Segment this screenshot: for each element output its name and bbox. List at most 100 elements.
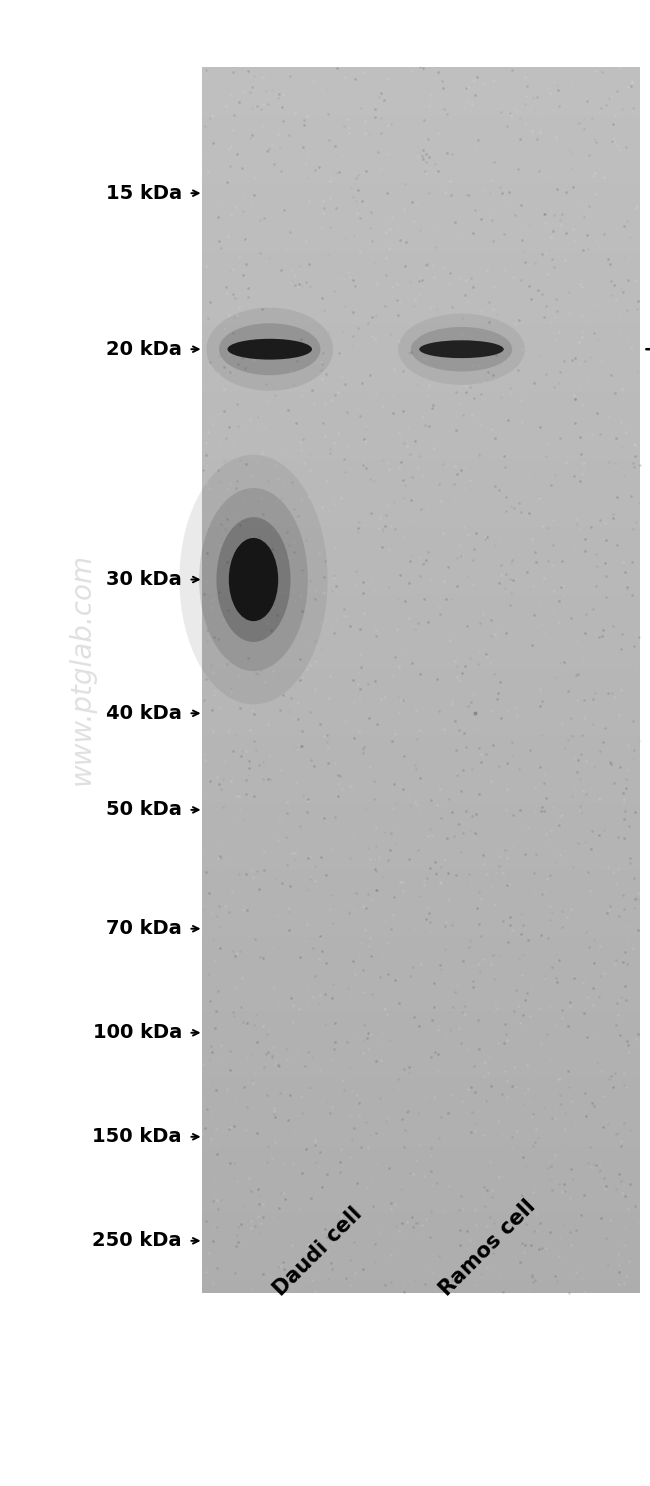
Bar: [202, 961, 640, 967]
Bar: [202, 863, 640, 869]
Text: 40 kDa: 40 kDa: [106, 704, 182, 722]
Bar: [202, 802, 640, 808]
Bar: [202, 1036, 640, 1042]
Bar: [202, 704, 640, 710]
Bar: [202, 459, 640, 465]
Bar: [202, 791, 640, 796]
Bar: [202, 435, 640, 441]
Bar: [202, 214, 640, 220]
Bar: [202, 514, 640, 520]
Bar: [202, 938, 640, 944]
Bar: [202, 1134, 640, 1140]
Bar: [202, 618, 640, 624]
Ellipse shape: [199, 487, 308, 672]
Bar: [202, 1250, 640, 1256]
Bar: [202, 447, 640, 453]
Bar: [202, 177, 640, 183]
Bar: [202, 551, 640, 557]
Bar: [202, 1158, 640, 1164]
Text: 70 kDa: 70 kDa: [106, 920, 182, 938]
Text: www.ptglab.com: www.ptglab.com: [67, 553, 96, 785]
Ellipse shape: [398, 314, 525, 385]
Bar: [202, 441, 640, 447]
Bar: [202, 110, 640, 116]
Bar: [202, 79, 640, 85]
Bar: [202, 1097, 640, 1103]
Bar: [202, 1146, 640, 1152]
Bar: [202, 251, 640, 257]
Bar: [202, 1281, 640, 1287]
Bar: [202, 67, 640, 73]
Bar: [202, 1060, 640, 1065]
Bar: [202, 220, 640, 226]
Bar: [202, 765, 640, 771]
Bar: [202, 361, 640, 367]
Text: 100 kDa: 100 kDa: [93, 1024, 182, 1042]
Bar: [202, 85, 640, 91]
Bar: [202, 1073, 640, 1079]
Bar: [202, 73, 640, 79]
Text: Daudi cell: Daudi cell: [270, 1204, 366, 1300]
Bar: [202, 1232, 640, 1238]
Bar: [202, 901, 640, 906]
Bar: [202, 716, 640, 722]
Bar: [202, 183, 640, 190]
Bar: [202, 981, 640, 987]
Bar: [202, 736, 640, 742]
Bar: [202, 465, 640, 471]
Bar: [202, 600, 640, 606]
Bar: [202, 392, 640, 398]
Bar: [202, 1256, 640, 1262]
Bar: [202, 1262, 640, 1268]
Bar: [202, 453, 640, 459]
Bar: [202, 889, 640, 895]
Bar: [202, 924, 640, 932]
Bar: [202, 955, 640, 961]
Bar: [202, 1140, 640, 1146]
Bar: [202, 484, 640, 490]
Bar: [202, 1120, 640, 1128]
Bar: [202, 428, 640, 435]
Bar: [202, 624, 640, 630]
Bar: [202, 883, 640, 889]
Bar: [202, 742, 640, 747]
Bar: [202, 814, 640, 820]
Bar: [202, 134, 640, 141]
Bar: [202, 987, 640, 993]
Bar: [202, 655, 640, 661]
Bar: [202, 753, 640, 759]
Bar: [202, 398, 640, 404]
Bar: [202, 906, 640, 912]
Text: 250 kDa: 250 kDa: [92, 1232, 182, 1250]
Bar: [202, 159, 640, 165]
Bar: [202, 349, 640, 355]
Bar: [202, 294, 640, 300]
Bar: [202, 1183, 640, 1189]
Bar: [202, 918, 640, 924]
Text: 30 kDa: 30 kDa: [106, 571, 182, 588]
Bar: [202, 202, 640, 208]
Bar: [202, 594, 640, 600]
Bar: [202, 306, 640, 312]
Ellipse shape: [219, 322, 320, 376]
Ellipse shape: [207, 308, 333, 391]
Bar: [202, 944, 640, 950]
Bar: [202, 932, 640, 938]
Bar: [202, 373, 640, 379]
Bar: [202, 165, 640, 171]
Bar: [202, 520, 640, 526]
Ellipse shape: [419, 340, 504, 358]
Bar: [202, 196, 640, 202]
Bar: [202, 630, 640, 637]
Bar: [202, 355, 640, 361]
Bar: [202, 583, 640, 588]
Bar: [202, 122, 640, 128]
Bar: [202, 1022, 640, 1030]
Bar: [202, 826, 640, 834]
Bar: [202, 330, 640, 336]
Bar: [202, 300, 640, 306]
Bar: [202, 1152, 640, 1158]
Bar: [202, 490, 640, 496]
Bar: [202, 147, 640, 153]
Bar: [202, 569, 640, 575]
